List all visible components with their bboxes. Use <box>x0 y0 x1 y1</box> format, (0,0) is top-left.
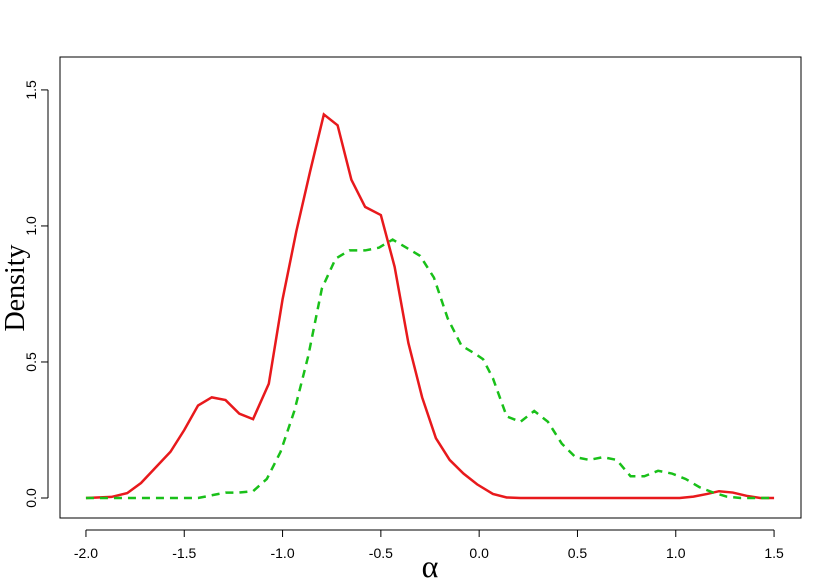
x-tick-label: 1.0 <box>666 545 686 561</box>
y-tick-label: 1.0 <box>23 216 39 236</box>
plot-frame <box>59 56 802 519</box>
y-tick-label: 0.0 <box>23 488 39 508</box>
y-axis-title: Density <box>0 244 31 331</box>
density-line <box>85 112 775 500</box>
x-tick-label: -1.5 <box>172 545 196 561</box>
y-tick-label: 1.5 <box>23 80 39 100</box>
x-axis-title: α <box>422 548 439 584</box>
density-line <box>85 238 775 500</box>
x-tick-label: 0.0 <box>469 545 489 561</box>
y-tick-label: 0.5 <box>23 352 39 372</box>
x-tick-label: 1.5 <box>764 545 784 561</box>
x-tick-label: -2.0 <box>74 545 98 561</box>
x-tick-label: 0.5 <box>568 545 588 561</box>
x-tick-label: -1.0 <box>270 545 294 561</box>
x-tick-label: -0.5 <box>369 545 393 561</box>
